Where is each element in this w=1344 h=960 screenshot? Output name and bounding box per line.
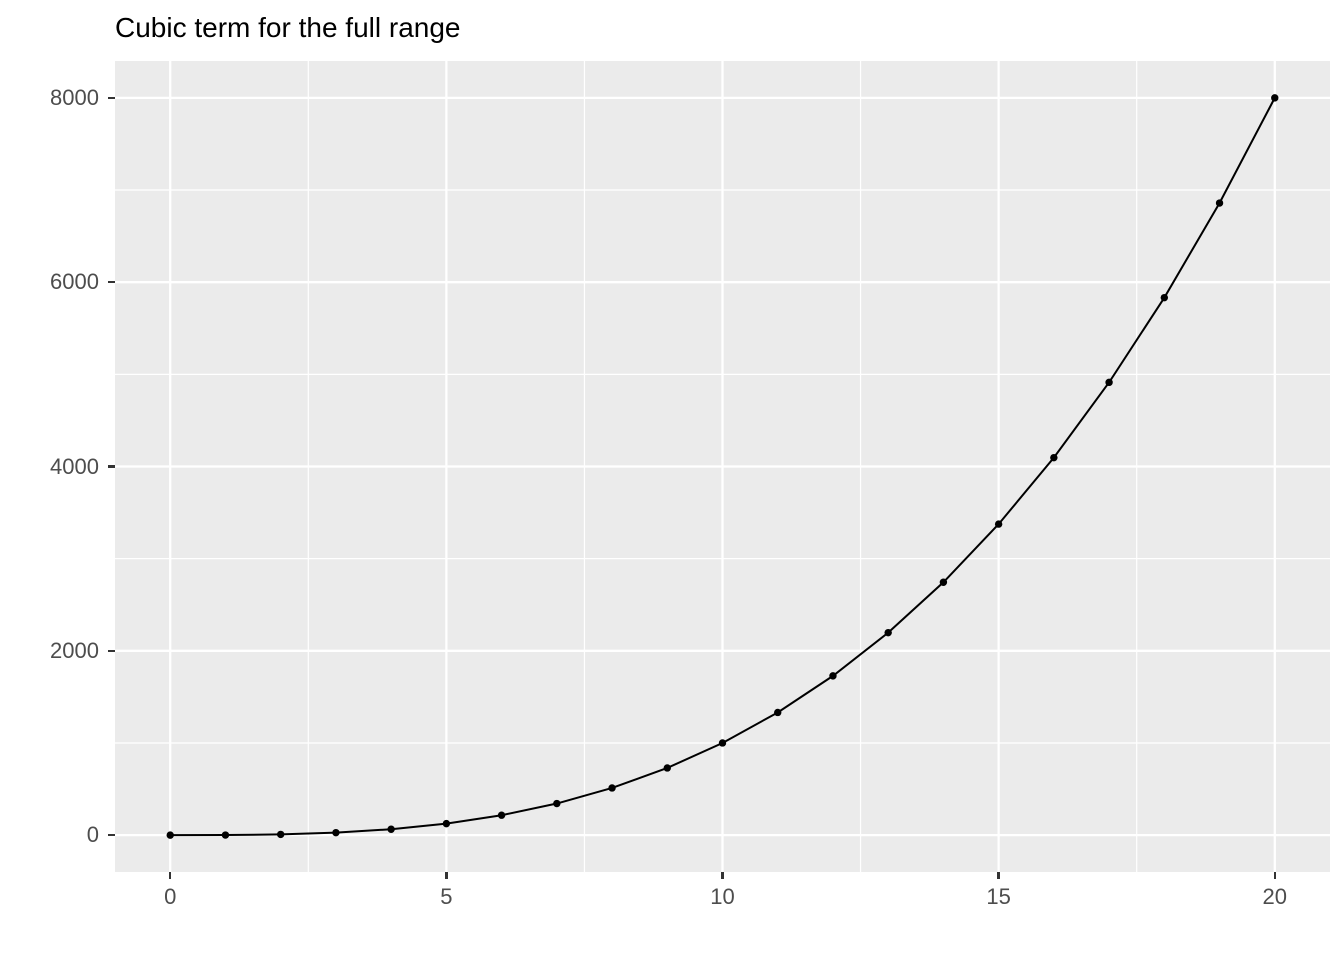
y-tick-label: 4000 xyxy=(50,453,99,479)
y-tick-mark xyxy=(108,649,115,652)
y-tick-label: 0 xyxy=(86,822,99,848)
data-point xyxy=(442,819,451,828)
y-tick-mark xyxy=(108,96,115,100)
x-tick-label: 15 xyxy=(986,884,1011,909)
y-tick-mark xyxy=(108,833,115,837)
plot-panel xyxy=(115,61,1330,872)
data-point xyxy=(221,831,230,839)
data-point xyxy=(774,708,782,717)
y-tick-label: 6000 xyxy=(50,269,99,295)
x-tick-label: 0 xyxy=(164,884,177,909)
data-point xyxy=(994,520,1003,528)
data-point xyxy=(1105,378,1113,387)
data-point xyxy=(884,628,892,637)
data-point xyxy=(1050,453,1058,462)
data-point xyxy=(1271,94,1279,102)
data-point xyxy=(276,830,285,839)
x-tick-mark xyxy=(445,872,448,879)
y-tick-mark xyxy=(108,280,115,284)
data-point xyxy=(166,831,174,839)
data-point xyxy=(1160,293,1169,302)
x-tick-label: 20 xyxy=(1262,884,1287,909)
data-point xyxy=(663,764,671,772)
x-tick-mark xyxy=(721,872,724,879)
data-point xyxy=(1215,199,1224,207)
x-tick-label: 5 xyxy=(440,884,453,909)
data-point xyxy=(553,799,561,808)
plot-canvas xyxy=(115,61,1330,872)
data-point xyxy=(939,578,948,586)
x-tick-mark xyxy=(997,872,1000,879)
data-point xyxy=(497,811,506,819)
y-tick-mark xyxy=(108,465,115,468)
y-tick-label: 8000 xyxy=(50,84,99,110)
data-point xyxy=(608,784,616,792)
plot-title: Cubic term for the full range xyxy=(115,12,461,43)
data-point xyxy=(718,739,727,747)
x-tick-mark xyxy=(169,872,172,879)
x-tick-mark xyxy=(1273,872,1276,879)
data-point xyxy=(332,828,340,837)
x-tick-label: 10 xyxy=(710,884,735,909)
data-point xyxy=(387,825,395,833)
y-tick-label: 2000 xyxy=(50,637,99,663)
data-point xyxy=(829,672,837,680)
